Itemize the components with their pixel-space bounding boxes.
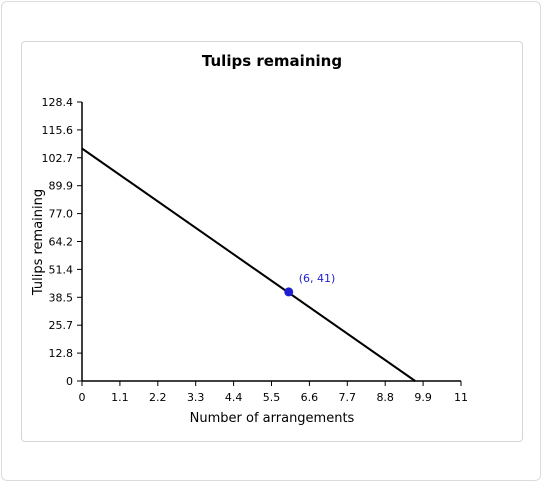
x-axis-label: Number of arrangements [190, 411, 355, 426]
axes [81, 102, 461, 382]
highlight-group: (6, 41) [284, 272, 335, 297]
y-tick-label: 51.4 [49, 263, 74, 276]
highlight-point [284, 287, 294, 297]
y-tick-label: 12.8 [49, 347, 74, 360]
x-tick-label: 2.2 [149, 391, 167, 404]
series-group [81, 147, 416, 382]
highlight-point-label: (6, 41) [299, 272, 336, 285]
x-tick-label: 8.8 [376, 391, 394, 404]
y-axis-label: Tulips remaining [31, 189, 46, 296]
y-tick-label: 115.6 [42, 124, 74, 137]
y-tick-label: 64.2 [49, 236, 74, 249]
y-tick-label: 25.7 [49, 319, 74, 332]
x-tick-label: 0 [79, 391, 86, 404]
y-tick-label: 38.5 [49, 291, 74, 304]
y-tick-label: 0 [66, 375, 73, 388]
x-tick-label: 7.7 [339, 391, 357, 404]
ticks: 0 1.1 2.2 3.3 4.4 5.5 6.6 7.7 8.8 9.9 11 0 12.8 25.7 3… [42, 96, 469, 404]
chart-title: Tulips remaining [202, 52, 342, 70]
x-tick-label: 1.1 [111, 391, 129, 404]
x-tick-label: 6.6 [301, 391, 319, 404]
x-tick-label: 9.9 [414, 391, 432, 404]
x-tick-label: 5.5 [263, 391, 281, 404]
x-tick-label: 4.4 [225, 391, 243, 404]
series-line-0 [81, 147, 416, 382]
x-tick-label: 3.3 [187, 391, 205, 404]
y-tick-label: 89.9 [49, 180, 74, 193]
chart-card [21, 41, 523, 442]
y-tick-label: 77.0 [49, 208, 74, 221]
x-tick-label: 11 [454, 391, 468, 404]
y-tick-label: 102.7 [42, 152, 74, 165]
y-tick-label: 128.4 [42, 96, 74, 109]
